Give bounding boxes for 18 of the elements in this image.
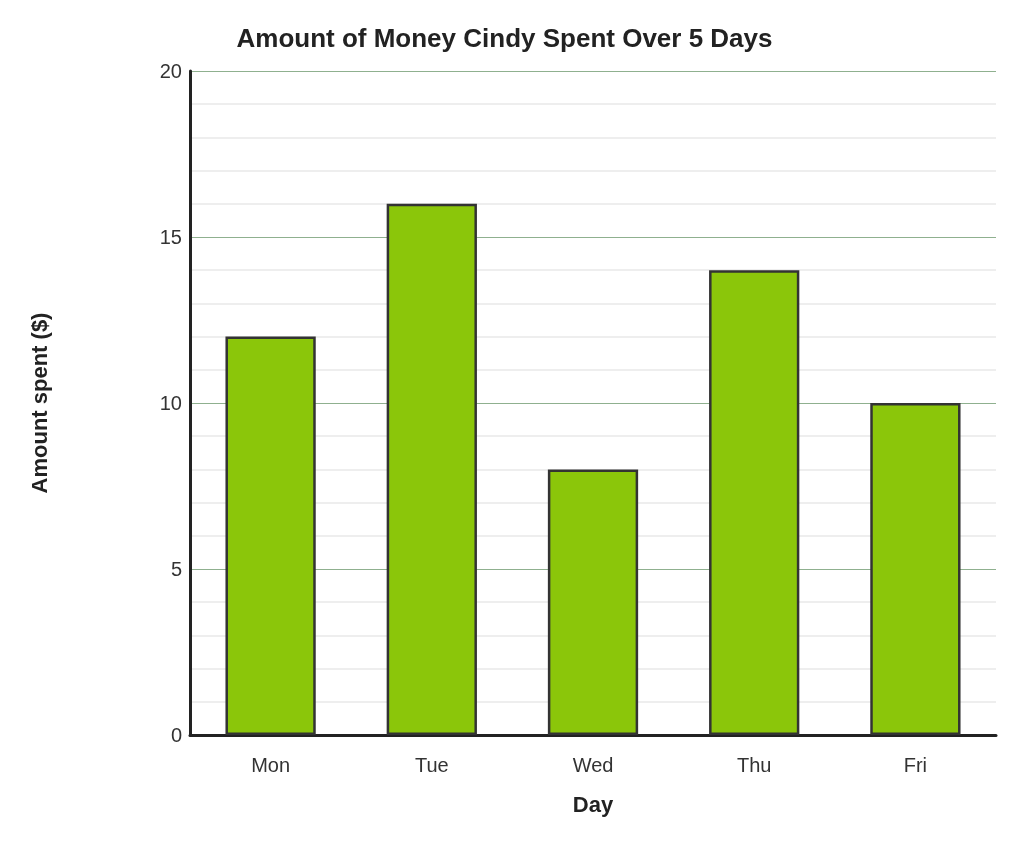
chart-title: Amount of Money Cindy Spent Over 5 Days bbox=[236, 23, 773, 53]
y-tick-label: 0 bbox=[170, 724, 182, 746]
bar bbox=[870, 403, 961, 735]
bar bbox=[709, 270, 800, 735]
x-tick-label: Tue bbox=[414, 754, 449, 776]
x-tick-label: Fri bbox=[903, 754, 928, 776]
x-tick-label: Thu bbox=[736, 754, 772, 776]
y-tick-label: 10 bbox=[159, 392, 182, 414]
x-tick-label: Wed bbox=[572, 754, 614, 776]
x-tick-label: Mon bbox=[251, 754, 291, 776]
y-tick-label: 20 bbox=[159, 60, 182, 82]
bar bbox=[386, 203, 477, 735]
y-axis-title: Amount spent ($) bbox=[26, 312, 52, 494]
y-tick-label: 5 bbox=[170, 558, 182, 580]
bar bbox=[225, 336, 316, 735]
bar bbox=[547, 469, 639, 735]
x-axis-title: Day bbox=[572, 791, 614, 817]
y-tick-label: 15 bbox=[159, 226, 182, 248]
